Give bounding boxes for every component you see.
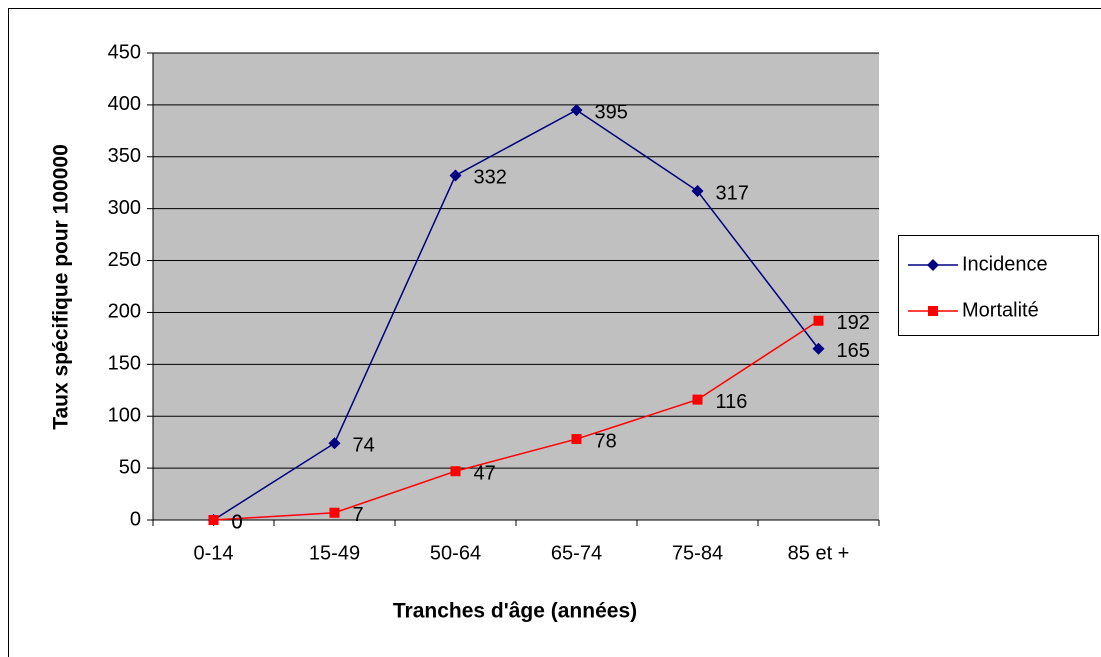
y-tick-label: 250 [108,249,141,271]
marker [449,169,462,182]
marker [570,104,583,117]
marker [927,259,939,271]
legend-label: Mortalité [962,299,1039,321]
data-label: 74 [353,434,375,456]
marker [450,466,461,477]
data-label: 7 [353,504,364,526]
y-tick-label: 0 [130,508,141,530]
y-tick-label: 200 [108,301,141,323]
y-tick-label: 300 [108,197,141,219]
series-line [213,109,820,521]
data-label: 165 [837,340,870,362]
data-label: 116 [716,391,748,413]
data-label: 47 [474,463,496,485]
y-tick-label: 450 [108,41,141,63]
data-label: 317 [716,182,749,204]
data-label: 0 [232,511,243,533]
series-line [213,320,819,521]
y-tick-label: 350 [108,145,141,167]
data-label: 395 [595,101,628,123]
legend-label: Incidence [962,253,1048,275]
x-tick-label: 65-74 [551,542,602,564]
y-tick-label: 100 [108,405,141,427]
data-label: 192 [837,312,870,334]
x-tick-label: 85 et + [788,542,850,564]
marker [692,394,703,405]
y-tick-label: 400 [108,93,141,115]
y-axis-title: Taux spécifique pour 100000 [50,144,73,430]
x-tick-label: 50-64 [430,542,481,564]
x-tick-label: 15-49 [309,542,360,564]
marker [812,342,825,355]
marker [208,515,219,525]
data-label: 332 [474,167,507,189]
y-tick-label: 150 [108,353,141,375]
marker [329,507,340,518]
marker [928,306,938,316]
data-label: 0 [232,511,243,533]
data-label: 78 [595,430,617,452]
legend-box [898,235,1099,336]
marker [328,437,341,450]
x-axis-title: Tranches d'âge (années) [393,600,637,623]
plot-area [153,53,879,520]
x-tick-label: 0-14 [193,542,233,564]
marker [813,315,824,326]
y-tick-label: 50 [119,456,141,478]
marker [691,185,704,198]
marker [571,434,582,445]
x-tick-label: 75-84 [672,542,723,564]
